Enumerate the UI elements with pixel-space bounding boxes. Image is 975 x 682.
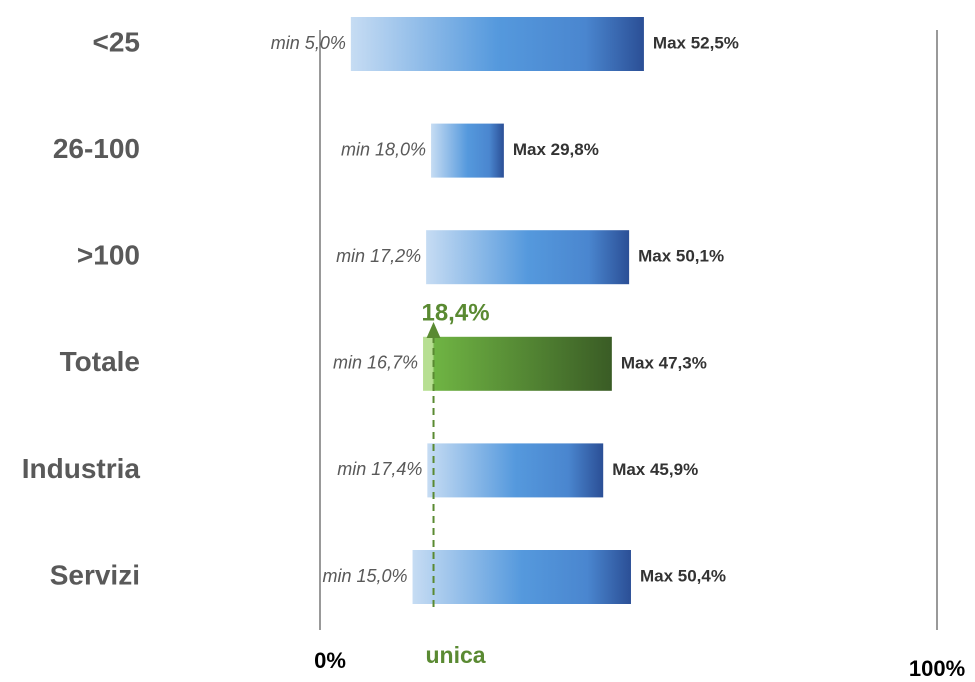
category-label: Servizi [50,559,140,590]
min-label: min 17,4% [337,459,422,479]
bar [412,550,631,604]
min-label: min 15,0% [323,566,408,586]
min-label: min 5,0% [271,33,346,53]
annotation-text: unica [425,642,485,668]
max-label: Max 52,5% [653,33,739,52]
bar [427,443,604,498]
annotation-arrow [426,322,441,338]
bar [431,123,504,178]
bar [350,17,644,71]
category-label: 26-100 [53,133,140,164]
category-label: Totale [60,346,140,377]
min-label: min 16,7% [333,353,418,373]
category-label: <25 [93,26,141,57]
bar [426,230,630,285]
x-tick-label: 0% [314,648,346,673]
category-label: Industria [22,453,141,484]
category-label: >100 [77,240,140,271]
x-tick-label: 100% [909,656,965,681]
annotation-label: 18,4% [421,299,489,326]
max-label: Max 29,8% [513,140,599,159]
min-label: min 17,2% [336,246,421,266]
min-label: min 18,0% [341,139,426,159]
max-label: Max 50,1% [638,247,724,266]
max-label: Max 45,9% [612,460,698,479]
max-label: Max 50,4% [640,566,726,585]
bar [423,336,612,391]
max-label: Max 47,3% [621,353,707,372]
